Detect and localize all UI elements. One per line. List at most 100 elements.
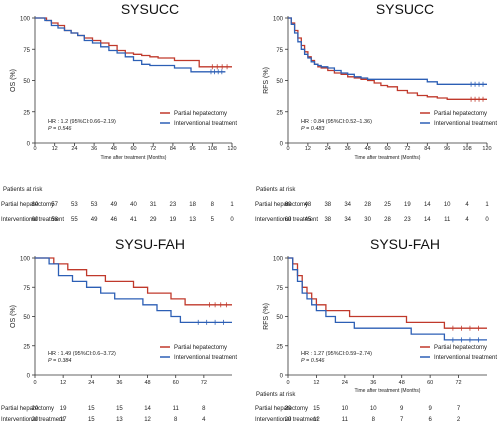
panel3-y-tick-label: 25 bbox=[23, 344, 30, 350]
panel4-risk-count: 2 bbox=[457, 417, 461, 423]
panel4-x-tick-label: 12 bbox=[313, 380, 319, 386]
panel2-y-tick-label: 0 bbox=[280, 142, 284, 148]
panel3-y-axis-label: OS (%) bbox=[10, 305, 17, 328]
panel1-y-tick-label: 75 bbox=[23, 48, 30, 54]
panel4-legend-label-1: Partial hepatectomy bbox=[434, 345, 487, 351]
panel3-x-tick-label: 24 bbox=[88, 380, 94, 386]
panel2-risk-count: 10 bbox=[444, 202, 451, 208]
panel2-risk-row-label-2: Interventional treatment bbox=[255, 217, 318, 223]
panel1-series-2-line bbox=[35, 17, 226, 73]
panel4-risk-row-label-1: Partial hepatectomy bbox=[255, 406, 308, 412]
panel1-risk-count: 60 bbox=[32, 217, 39, 223]
panel1-y-tick-label: 25 bbox=[23, 110, 30, 116]
panel1-risk-count: 1 bbox=[230, 202, 234, 208]
panel2-series-1-line bbox=[288, 17, 487, 100]
panel1-x-tick-label: 24 bbox=[71, 146, 77, 152]
panel2-x-tick-label: 120 bbox=[482, 146, 491, 152]
panel4-risk-count: 7 bbox=[400, 417, 404, 423]
panel2-x-tick-label: 96 bbox=[444, 146, 450, 152]
panel2-hr-annotation-2: P = 0.483 bbox=[301, 126, 325, 132]
panel1-risk-count: 31 bbox=[150, 202, 157, 208]
panel4-risk-count: 9 bbox=[400, 406, 404, 412]
panel4-hr-annotation-2: P = 0.546 bbox=[301, 358, 325, 364]
panel2-risk-count: 38 bbox=[324, 202, 331, 208]
panel4-x-tick-label: 72 bbox=[456, 380, 462, 386]
panel1-risk-count: 57 bbox=[51, 202, 58, 208]
panel1-y-tick-label: 50 bbox=[23, 79, 30, 85]
panel3-title: SYSU-FAH bbox=[115, 236, 185, 252]
panel3-risk-count: 4 bbox=[202, 417, 206, 423]
panel1-risk-count: 8 bbox=[211, 202, 215, 208]
panel1-risk-count: 40 bbox=[130, 202, 137, 208]
panel3-risk-count: 20 bbox=[32, 406, 39, 412]
panel4-y-tick-label: 75 bbox=[276, 286, 283, 292]
panel1-y-tick-label: 0 bbox=[27, 142, 31, 148]
panel4-y-tick-label: 0 bbox=[280, 374, 284, 380]
panel3-y-tick-label: 50 bbox=[23, 315, 30, 321]
panel2-x-axis-label: Time after treatment (Months) bbox=[355, 155, 421, 161]
panel2-x-tick-label: 24 bbox=[325, 146, 331, 152]
panel3-legend-label-2: Interventional treatment bbox=[174, 355, 237, 361]
panel4-x-tick-label: 60 bbox=[427, 380, 433, 386]
panel4-x-tick-label: 0 bbox=[286, 380, 289, 386]
panel1-risk-count: 55 bbox=[71, 217, 78, 223]
panel2-y-tick-label: 100 bbox=[273, 17, 284, 23]
panel1-x-axis-label: Time after treatment (Months) bbox=[101, 155, 167, 161]
panel2-y-tick-label: 50 bbox=[276, 79, 283, 85]
panel1-y-tick-label: 100 bbox=[20, 17, 31, 23]
panel3-risk-count: 8 bbox=[174, 417, 178, 423]
panel1-title: SYSUCC bbox=[121, 1, 179, 17]
panel2-legend-label-1: Partial hepatectomy bbox=[434, 111, 487, 117]
panel2-x-tick-label: 48 bbox=[365, 146, 371, 152]
panel2-x-tick-label: 36 bbox=[345, 146, 351, 152]
panel2-x-tick-label: 0 bbox=[286, 146, 289, 152]
panel4-y-tick-label: 100 bbox=[273, 257, 284, 263]
panel2-risk-count: 38 bbox=[324, 217, 331, 223]
panel4-x-tick-label: 36 bbox=[370, 380, 376, 386]
panel2-y-tick-label: 25 bbox=[276, 110, 283, 116]
panel4-risk-count: 8 bbox=[372, 417, 376, 423]
panel4-risk-title: Patients at risk bbox=[256, 392, 296, 398]
panel3-risk-count: 20 bbox=[32, 417, 39, 423]
panel2-risk-count: 11 bbox=[444, 217, 451, 223]
panel1-risk-count: 41 bbox=[130, 217, 137, 223]
panel1-x-tick-label: 96 bbox=[190, 146, 196, 152]
panel3-series-2-line bbox=[35, 257, 232, 324]
panel4-risk-count: 20 bbox=[285, 406, 292, 412]
panel4-x-axis-label: Time after treatment (Months) bbox=[355, 388, 421, 394]
panel3-y-tick-label: 0 bbox=[27, 374, 31, 380]
panel2-risk-count: 4 bbox=[465, 202, 469, 208]
panel1-x-tick-label: 84 bbox=[170, 146, 176, 152]
panel2-risk-count: 30 bbox=[364, 217, 371, 223]
panel4-risk-count: 11 bbox=[342, 417, 349, 423]
panel3-x-tick-label: 0 bbox=[33, 380, 36, 386]
panel1-risk-count: 53 bbox=[71, 202, 78, 208]
panel3-risk-row-label-2: Interventional treatment bbox=[1, 417, 64, 423]
panel1-risk-count: 58 bbox=[51, 217, 58, 223]
panel1-risk-count: 49 bbox=[91, 217, 98, 223]
panel2-title: SYSUCC bbox=[376, 1, 434, 17]
panel2-risk-count: 45 bbox=[305, 217, 312, 223]
panel4-x-tick-label: 48 bbox=[399, 380, 405, 386]
panel2-risk-count: 4 bbox=[465, 217, 469, 223]
panel4-series-2-line bbox=[288, 257, 487, 341]
panel3-risk-count: 15 bbox=[88, 406, 95, 412]
panel2-risk-count: 23 bbox=[404, 217, 411, 223]
panel1-risk-count: 0 bbox=[230, 217, 234, 223]
panel1-x-tick-label: 36 bbox=[91, 146, 97, 152]
panel1-risk-count: 60 bbox=[32, 202, 39, 208]
panel2-hr-annotation-1: HR : 0.84 (95%CI:0.52–1.36) bbox=[301, 119, 372, 125]
panel3-x-tick-label: 36 bbox=[116, 380, 122, 386]
panel4-risk-count: 12 bbox=[313, 417, 320, 423]
panel3-hr-annotation-2: P = 0.384 bbox=[48, 358, 72, 364]
panel1-legend-label-2: Interventional treatment bbox=[174, 121, 237, 127]
panel1-risk-count: 29 bbox=[150, 217, 157, 223]
panel1-risk-count: 13 bbox=[189, 217, 196, 223]
panel4-series-1-line bbox=[288, 257, 487, 329]
panel2-risk-count: 0 bbox=[485, 217, 489, 223]
panel3-risk-count: 17 bbox=[60, 417, 67, 423]
panel3-x-tick-label: 12 bbox=[60, 380, 66, 386]
panel2-y-axis-label: RFS (%) bbox=[263, 67, 270, 94]
panel1-x-tick-label: 48 bbox=[111, 146, 117, 152]
